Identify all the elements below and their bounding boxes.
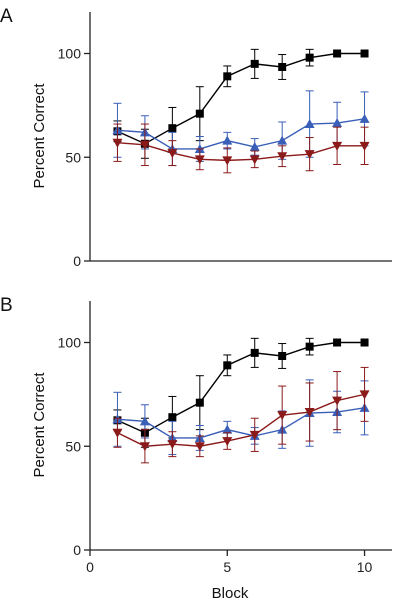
x-tick-label: 5: [223, 559, 231, 575]
data-point: [223, 361, 232, 370]
data-point: [360, 49, 369, 58]
series-line: [117, 142, 365, 162]
y-tick-label: 0: [73, 253, 81, 269]
data-point: [249, 141, 260, 151]
data-point: [332, 118, 343, 128]
panel-label: A: [0, 6, 13, 27]
data-point: [305, 53, 314, 62]
data-point: [332, 396, 343, 406]
data-point: [304, 150, 315, 160]
data-point: [304, 408, 315, 418]
series-line: [117, 118, 365, 150]
series-square: [113, 337, 369, 448]
data-point: [195, 398, 204, 407]
data-point: [249, 155, 260, 165]
data-point: [168, 124, 177, 133]
y-tick-label: 50: [65, 149, 81, 165]
data-point: [167, 440, 178, 450]
series-triangle-up: [112, 90, 370, 167]
data-point: [194, 155, 205, 165]
x-axis-label: Block: [212, 585, 249, 601]
data-point: [249, 430, 260, 440]
data-point: [222, 437, 233, 447]
y-tick-label: 0: [73, 542, 81, 558]
data-point: [167, 149, 178, 159]
data-point: [222, 156, 233, 166]
series-square: [113, 48, 369, 159]
data-point: [222, 424, 233, 434]
data-point: [333, 338, 342, 347]
data-point: [139, 140, 150, 150]
data-point: [277, 152, 288, 162]
data-point: [250, 348, 259, 357]
data-point: [360, 338, 369, 347]
data-point: [332, 141, 343, 151]
series-line: [117, 393, 365, 447]
data-point: [277, 135, 288, 145]
series-triangle-down: [112, 366, 370, 464]
data-point: [359, 390, 370, 400]
series-line: [117, 341, 365, 434]
y-axis-label: Percent Correct: [31, 83, 48, 189]
data-point: [112, 428, 123, 438]
y-axis-label: Percent Correct: [31, 372, 48, 478]
data-point: [250, 59, 259, 68]
data-point: [359, 113, 370, 123]
data-point: [305, 342, 314, 351]
series-triangle-down: [112, 123, 370, 174]
data-point: [278, 351, 287, 360]
data-point: [112, 138, 123, 148]
data-point: [139, 442, 150, 452]
data-point: [277, 411, 288, 421]
panel-b: B Percent Correct Block 0 50 100 0 5 10: [0, 295, 392, 601]
data-point: [222, 135, 233, 145]
x-tick-label: 0: [86, 559, 94, 575]
data-point: [359, 141, 370, 151]
series-line: [117, 52, 365, 145]
y-tick-label: 100: [58, 46, 82, 62]
y-tick-label: 100: [58, 335, 82, 351]
series-triangle-up: [112, 379, 370, 456]
data-point: [223, 72, 232, 81]
x-tick-label: 10: [357, 559, 373, 575]
data-point: [278, 62, 287, 71]
series-line: [117, 407, 365, 439]
data-point: [195, 109, 204, 118]
y-tick-label: 50: [65, 438, 81, 454]
data-point: [304, 119, 315, 129]
data-point: [139, 416, 150, 426]
data-point: [168, 413, 177, 422]
data-point: [333, 49, 342, 58]
panel-a: A Percent Correct 0 50 100: [0, 6, 392, 269]
panel-label: B: [0, 295, 13, 316]
data-point: [194, 442, 205, 452]
